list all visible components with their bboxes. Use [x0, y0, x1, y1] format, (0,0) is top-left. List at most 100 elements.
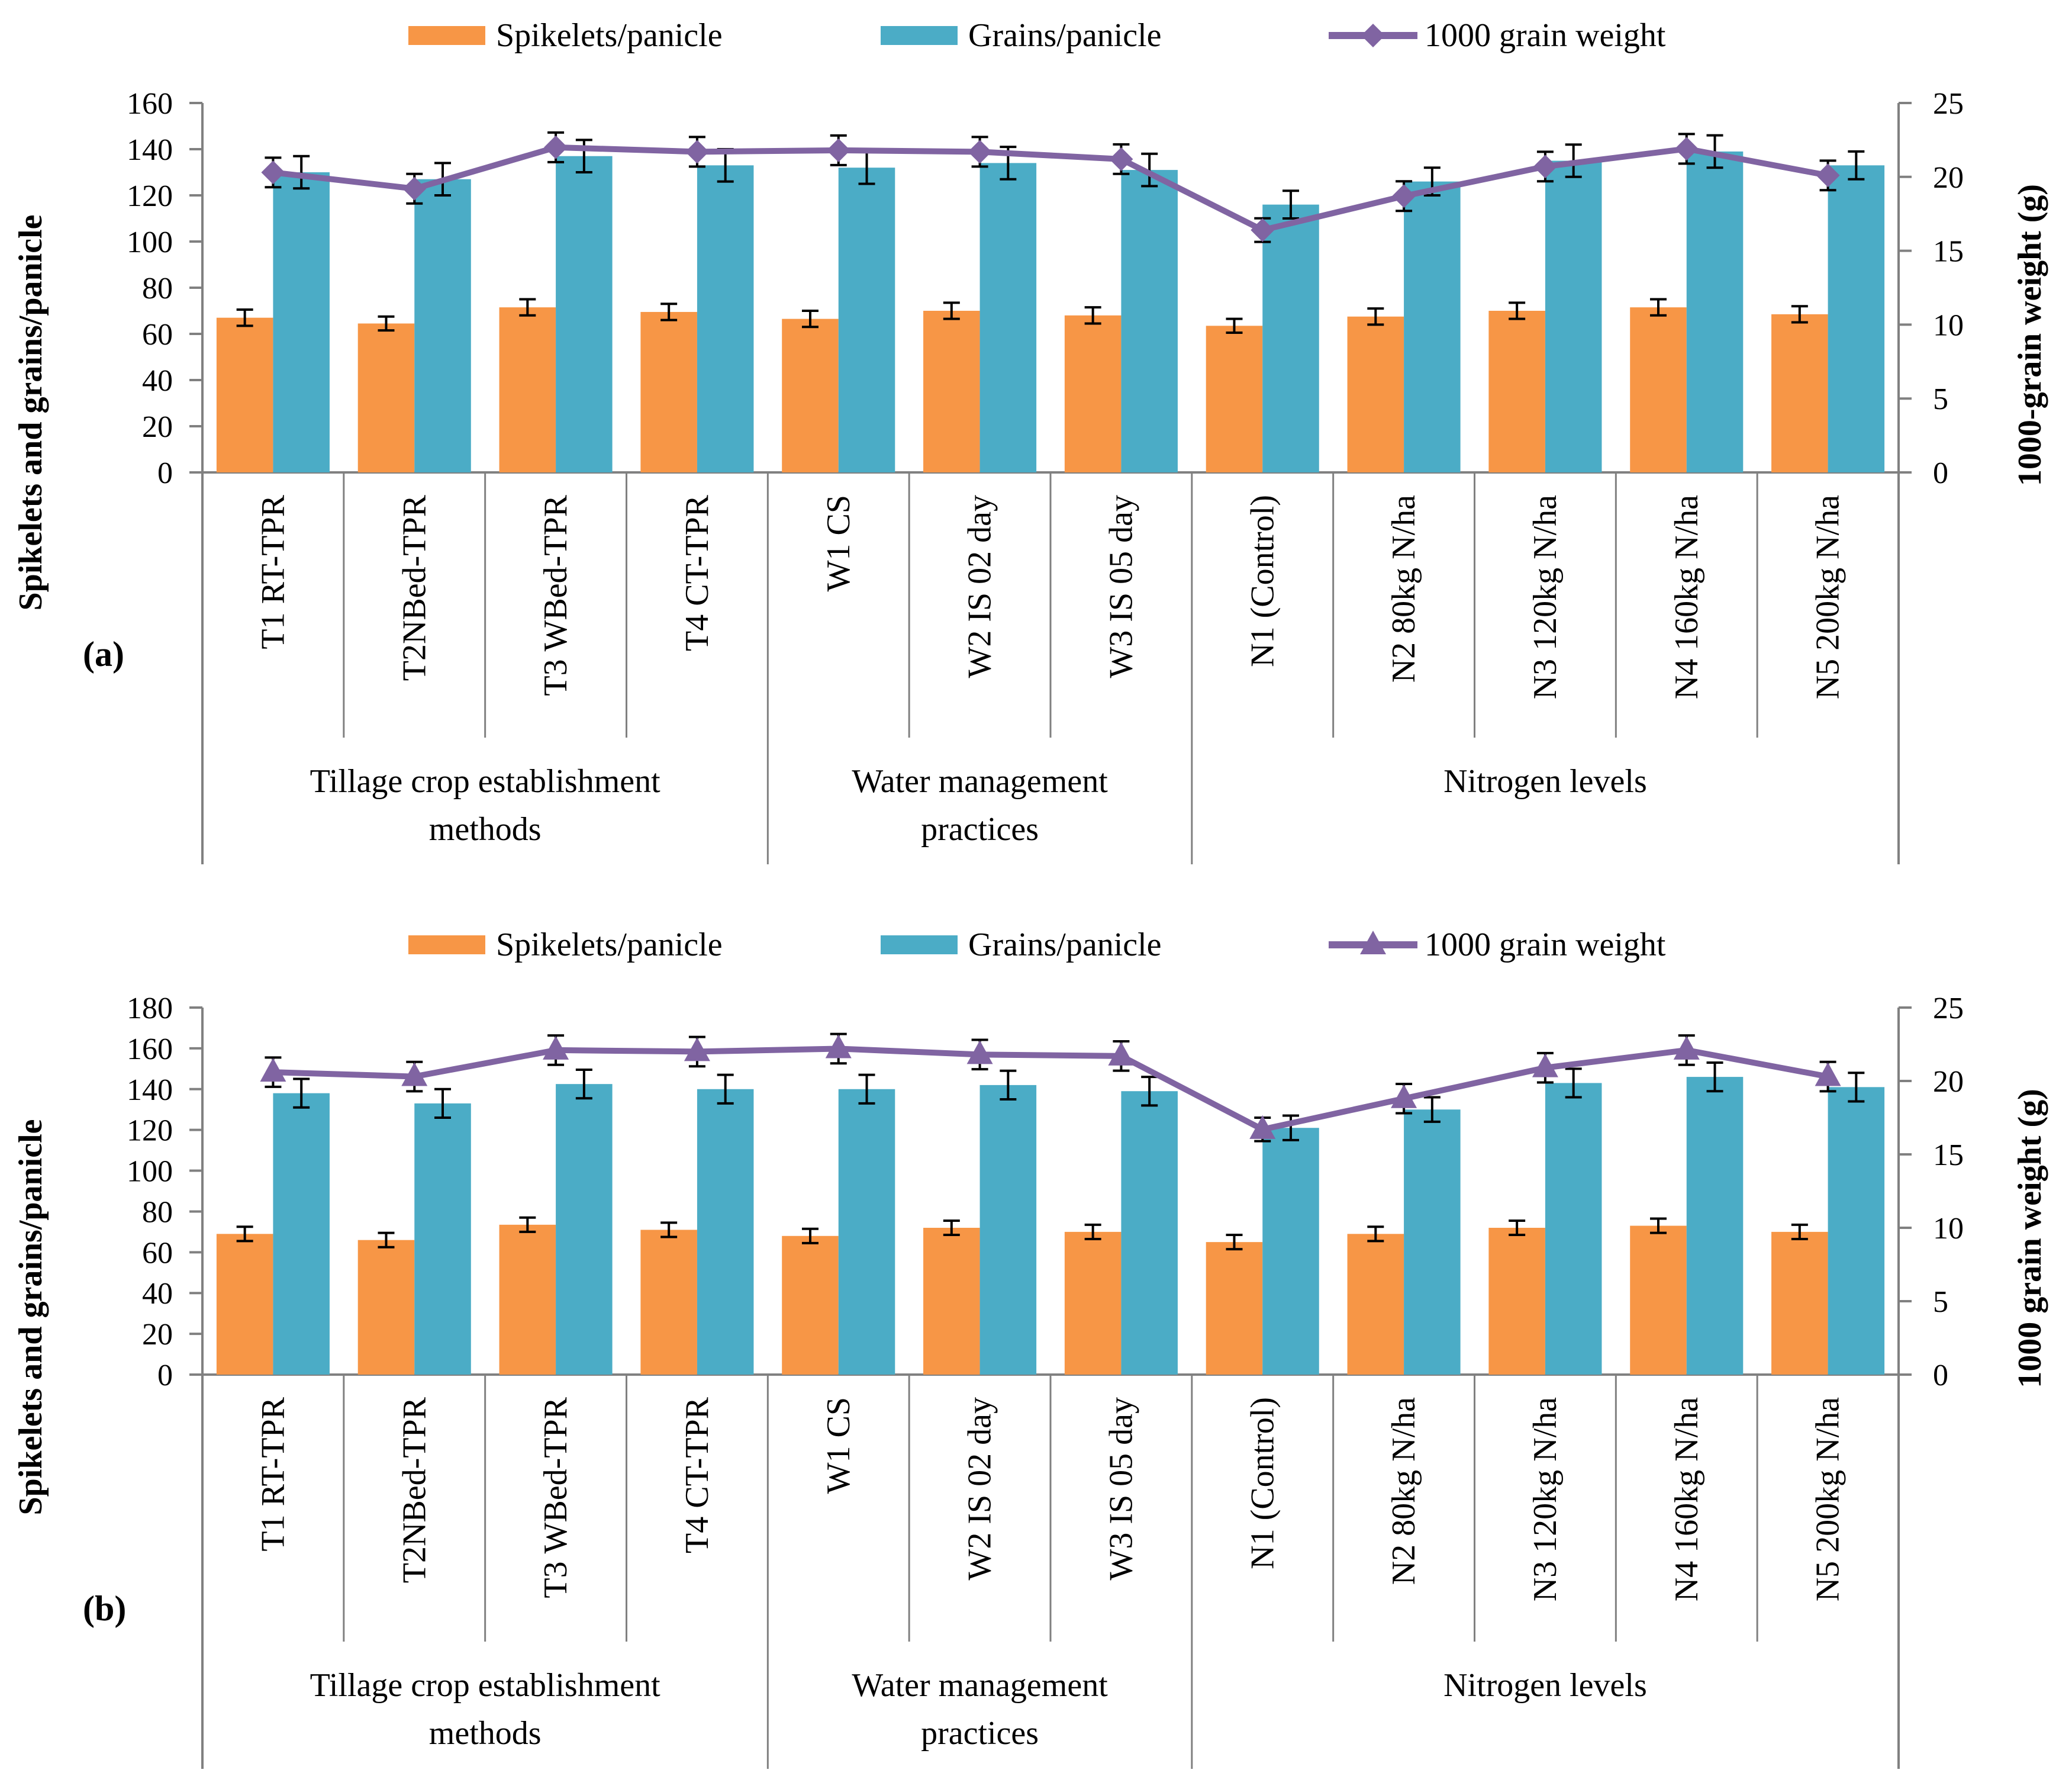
- weight-marker: [260, 1058, 286, 1082]
- category-label: W2 IS 02 day: [962, 1397, 998, 1581]
- y-tick-label: 40: [142, 364, 173, 398]
- category-label: T3 WBed-TPR: [537, 494, 574, 696]
- category-label: T2NBed-TPR: [396, 494, 433, 681]
- error-bar-grains: [1000, 1069, 1017, 1101]
- weight-marker: [685, 140, 709, 164]
- error-bar-spikelets: [378, 1231, 395, 1249]
- group-label: Tillage crop establishment: [310, 1667, 661, 1704]
- category-label: N5 200kg N/ha: [1810, 495, 1847, 699]
- bar-spikelets: [782, 318, 839, 472]
- error-bar-spikelets: [660, 1221, 678, 1238]
- error-bar-spikelets: [378, 315, 395, 332]
- weight-marker: [1673, 1035, 1700, 1060]
- error-bar-spikelets: [519, 298, 536, 317]
- group-label: Water management: [852, 1667, 1108, 1704]
- category-label: W3 IS 05 day: [1103, 1397, 1139, 1581]
- y2-tick-label: 25: [1933, 992, 1964, 1025]
- error-bar-spikelets: [1226, 317, 1243, 334]
- bar-grains: [1121, 170, 1178, 472]
- y-tick-label: 140: [127, 133, 173, 167]
- bar-grains: [1545, 1083, 1602, 1375]
- bar-grains: [1404, 1109, 1461, 1375]
- category-label: W2 IS 02 day: [962, 495, 998, 678]
- weight-marker: [1251, 218, 1275, 242]
- bar-spikelets: [1488, 311, 1545, 472]
- bar-spikelets: [1347, 316, 1404, 472]
- category-label: W3 IS 05 day: [1103, 495, 1139, 678]
- bar-spikelets: [216, 1234, 273, 1375]
- weight-marker: [684, 1037, 710, 1061]
- legend-label-spikelets: Spikelets/panicle: [496, 17, 723, 54]
- error-bar-grains: [1848, 1072, 1865, 1103]
- bar-spikelets: [357, 323, 415, 472]
- bar-spikelets: [357, 1240, 415, 1375]
- error-bar-spikelets: [1649, 1217, 1667, 1234]
- y-tick-label: 160: [127, 1032, 173, 1066]
- bar-spikelets: [923, 311, 980, 472]
- y-tick-label: 80: [142, 1195, 173, 1229]
- bar-grains: [1404, 181, 1461, 472]
- weight-marker: [402, 176, 427, 201]
- group-label: Water management: [852, 763, 1108, 800]
- bar-spikelets: [1488, 1228, 1545, 1375]
- error-bar-spikelets: [660, 303, 678, 321]
- y-tick-label: 140: [127, 1073, 173, 1107]
- y2-tick-label: 15: [1933, 235, 1964, 269]
- category-label: T1 RT-TPR: [254, 1397, 291, 1551]
- legend-label-grains: Grains/panicle: [968, 17, 1162, 54]
- weight-marker: [1815, 1062, 1841, 1086]
- y-tick-label: 180: [127, 992, 173, 1025]
- category-label: N3 120kg N/ha: [1527, 495, 1564, 699]
- y2-tick-label: 0: [1933, 1359, 1948, 1392]
- weight-marker: [1816, 163, 1840, 188]
- legend-marker-weight: [1360, 931, 1386, 954]
- weight-marker: [543, 1035, 569, 1060]
- y2-axis-title: 1000 grain weight (g): [2012, 1089, 2048, 1388]
- error-bar-spikelets: [519, 1216, 536, 1233]
- error-bar-spikelets: [943, 1219, 960, 1237]
- bar-spikelets: [640, 1230, 697, 1375]
- y-tick-label: 80: [142, 272, 173, 305]
- category-label: T1 RT-TPR: [254, 494, 291, 649]
- error-bar-grains: [575, 1069, 592, 1100]
- y-tick-label: 120: [127, 1114, 173, 1148]
- error-bar-grains: [1282, 189, 1300, 220]
- axes: 0 20 40 60 80 100 120 140 160 180 0 5 10 15 20 25 Spikel…: [12, 992, 2048, 1769]
- category-label: W1 CS: [820, 495, 857, 591]
- y-tick-label: 60: [142, 318, 173, 352]
- panel-label: (b): [83, 1589, 126, 1628]
- bars: [216, 134, 1885, 472]
- bars: [216, 1061, 1885, 1375]
- y2-tick-label: 20: [1933, 1065, 1964, 1099]
- bar-spikelets: [1206, 326, 1263, 472]
- error-bar-grains: [1141, 152, 1158, 188]
- weight-marker: [1532, 1053, 1558, 1077]
- weight-marker: [1391, 1084, 1417, 1108]
- bar-spikelets: [499, 307, 556, 472]
- error-bar-spikelets: [801, 1227, 819, 1244]
- panel-label: (a): [83, 635, 124, 674]
- bar-grains: [1686, 151, 1744, 472]
- category-label: T2NBed-TPR: [396, 1397, 433, 1583]
- panel-a: Spikelets/panicle Grains/panicle 1000 grai…: [12, 17, 2048, 864]
- category-label: N1 (Control): [1244, 495, 1281, 667]
- weight-line: [272, 144, 1829, 233]
- group-label: methods: [429, 1715, 542, 1752]
- legend: Spikelets/panicle Grains/panicle 1000 grai…: [408, 926, 1666, 963]
- bar-grains: [556, 156, 613, 472]
- category-label: N2 80kg N/ha: [1385, 1397, 1422, 1585]
- bar-grains: [1262, 204, 1319, 472]
- bar-spikelets: [1064, 315, 1122, 472]
- bar-grains: [697, 165, 754, 472]
- category-label: T4 CT-TPR: [679, 494, 716, 651]
- category-label: N4 160kg N/ha: [1668, 495, 1705, 699]
- error-bar-grains: [858, 1073, 875, 1105]
- weight-marker: [825, 1034, 852, 1058]
- y-tick-label: 0: [157, 1359, 173, 1392]
- panel-b: Spikelets/panicle Grains/panicle 1000 grai…: [12, 926, 2048, 1769]
- error-bar-spikelets: [1084, 1223, 1101, 1240]
- weight-marker: [1392, 184, 1416, 208]
- bar-spikelets: [1064, 1231, 1122, 1375]
- y-tick-label: 40: [142, 1277, 173, 1311]
